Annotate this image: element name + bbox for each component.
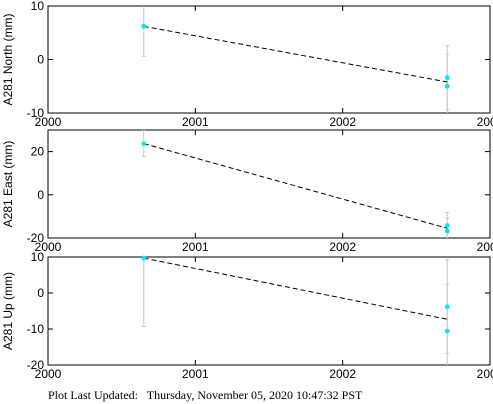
panel-3-trend-line [143, 257, 448, 320]
panel-3-data-point [444, 328, 450, 334]
panel-1-xtick-label: 2000 [35, 115, 62, 129]
panel-2-xtick-label: 2001 [182, 240, 209, 254]
panel-1-trend-line [143, 25, 448, 83]
panel-3-xtick-label: 2003 [477, 367, 493, 381]
footer-label: Plot Last Updated: [48, 388, 138, 402]
panel-2-data-point [444, 228, 450, 234]
plot-footer: Plot Last Updated: Thursday, November 05… [48, 388, 362, 403]
panel-2-ytick-label: -20 [27, 231, 45, 245]
panel-3-xtick-label: 2001 [182, 367, 209, 381]
panel-1-data-point [444, 75, 450, 81]
panel-2-xtick-label: 2002 [329, 240, 356, 254]
panel-2-xtick-label: 2003 [477, 240, 493, 254]
panel-2-frame [47, 129, 491, 239]
panel-2-trend-line [143, 143, 448, 229]
panel-3-ytick-label: 10 [31, 250, 45, 264]
panel-1-data-point [444, 83, 450, 89]
panel-1-xtick-label: 2001 [182, 115, 209, 129]
panel-1-ytick-label: 10 [31, 0, 45, 13]
panel-2-ytick-label: 0 [37, 188, 44, 202]
panel-1-xtick-label: 2003 [477, 115, 493, 129]
panel-3-ytick-label: -20 [27, 358, 45, 372]
panel-2-data-point [444, 223, 450, 228]
panel-3-xtick-label: 2002 [329, 367, 356, 381]
panel-3-ytick-label: -10 [27, 322, 45, 336]
panel-1-ylabel: A281 North (mm) [1, 13, 15, 105]
panel-3-ylabel: A281 Up (mm) [1, 272, 15, 350]
panel-3-xtick-label: 2000 [35, 367, 62, 381]
panel-3-frame [47, 256, 491, 366]
panel-1-data-point [141, 23, 147, 29]
panel-1-ytick-label: -10 [27, 106, 45, 120]
panel-1-frame [47, 5, 491, 114]
panel-2-ytick-label: 20 [31, 145, 45, 159]
panel-2-data-point [141, 141, 147, 147]
panel-3-data-point [141, 255, 147, 261]
panel-3-data-point [444, 304, 450, 310]
footer-timestamp: Thursday, November 05, 2020 10:47:32 PST [146, 388, 363, 402]
panel-1-ytick-label: 0 [37, 53, 44, 67]
panel-2-ylabel: A281 East (mm) [1, 141, 15, 228]
panel-1-xtick-label: 2002 [329, 115, 356, 129]
panel-2-xtick-label: 2000 [35, 240, 62, 254]
panel-3-ytick-label: 0 [37, 286, 44, 300]
